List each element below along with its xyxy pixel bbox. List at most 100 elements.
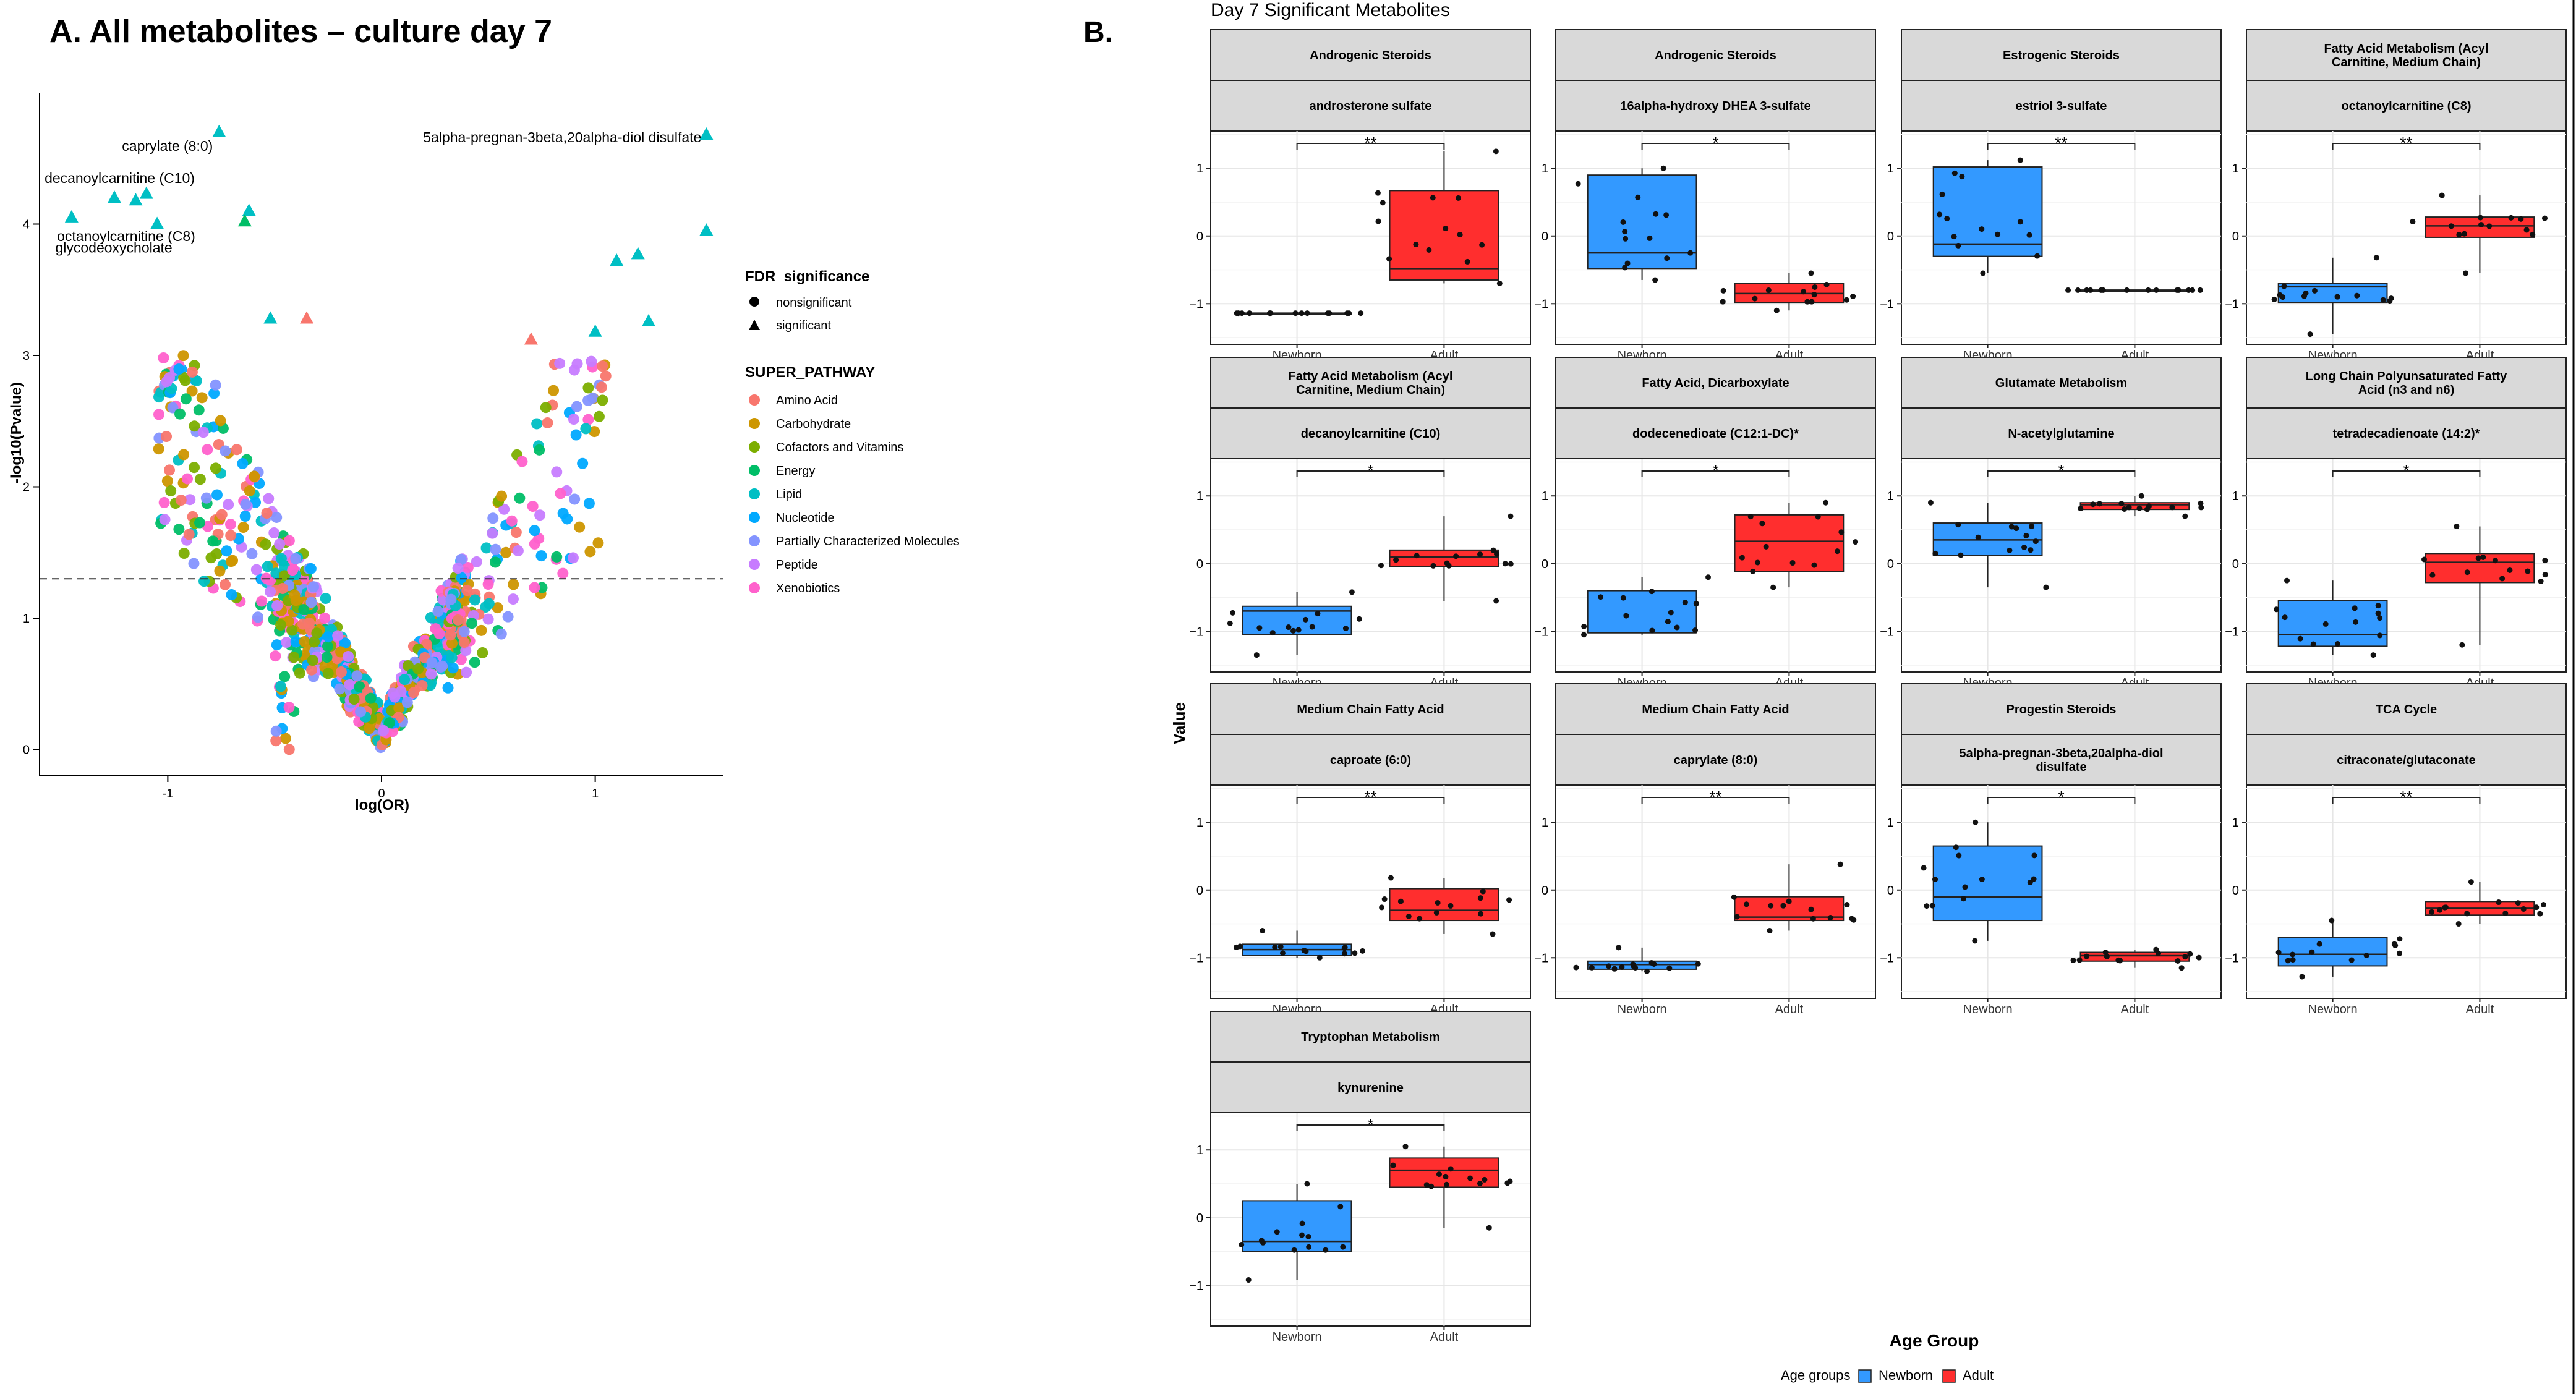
jitter-point <box>1247 310 1253 317</box>
nonsignificant-point <box>529 525 540 537</box>
jitter-point <box>1464 258 1470 265</box>
metabolite-label: citraconate/glutaconate <box>2337 754 2476 767</box>
jitter-point <box>1436 1171 1442 1178</box>
jitter-point <box>2083 953 2089 959</box>
point-label: caprylate (8:0) <box>122 138 213 154</box>
box <box>1932 845 2043 922</box>
jitter-point <box>1227 620 1233 626</box>
nonsignificant-point <box>226 589 237 601</box>
nonsignificant-point <box>249 470 260 482</box>
jitter-point <box>1393 557 1399 563</box>
jitter-point <box>2174 287 2180 293</box>
significant-point <box>300 311 314 324</box>
facet-panel: Androgenic Steroids androsterone sulfate −… <box>1189 29 1531 362</box>
jitter-point <box>1773 307 1780 313</box>
jitter-point <box>2309 949 2315 955</box>
metabolite-label: caprylate (8:0) <box>1674 754 1758 767</box>
panel-b-label: B. <box>1083 16 1113 49</box>
box <box>1932 166 2043 257</box>
jitter-point <box>2138 493 2144 499</box>
nonsignificant-point <box>574 521 586 533</box>
jitter-point <box>2334 641 2340 647</box>
nonsignificant-point <box>177 350 189 362</box>
volcano-plot: -1 0 1 0 1 2 3 4 caprylate (8:0) 5alpha-pregnan-… <box>8 93 723 814</box>
y-tick-label: 0 <box>2232 884 2239 898</box>
jitter-point <box>2477 215 2483 221</box>
nonsignificant-point <box>173 363 185 375</box>
pathway-label: TCA Cycle <box>2376 703 2437 716</box>
metabolite-label: N-acetylglutamine <box>2008 427 2114 441</box>
jitter-point <box>1823 281 1830 287</box>
jitter-point <box>1477 551 1483 558</box>
metabolite-strip <box>1210 407 1531 459</box>
legend-newborn-swatch <box>1858 1369 1872 1383</box>
jitter-point <box>1375 218 1381 224</box>
jitter-point <box>2377 632 2383 639</box>
nonsignificant-point <box>221 545 232 557</box>
nonsignificant-point <box>435 661 446 673</box>
jitter-point <box>2088 287 2094 293</box>
metabolite-strip <box>1555 407 1876 459</box>
nonsignificant-point <box>399 674 411 686</box>
metabolite-strip <box>2246 80 2567 132</box>
nonsignificant-point <box>401 697 413 708</box>
y-tick-label: 1 <box>1196 490 1203 503</box>
nonsignificant-point <box>225 556 237 567</box>
jitter-point <box>1380 200 1386 206</box>
jitter-point <box>1269 630 1276 636</box>
jitter-point <box>2520 906 2527 912</box>
jitter-point <box>1660 165 1666 171</box>
nonsignificant-point <box>540 402 552 414</box>
nonsignificant-point <box>244 485 255 497</box>
jitter-point <box>1959 174 1965 180</box>
pathway-strip <box>1901 683 2222 735</box>
significant-point <box>588 324 602 337</box>
nonsignificant-point <box>461 666 472 678</box>
jitter-point <box>1768 903 1774 909</box>
nonsignificant-point <box>452 614 464 626</box>
facet-plot-area <box>1210 1112 1531 1327</box>
significant-point <box>139 186 153 199</box>
box <box>1587 590 1697 634</box>
significance-bracket <box>1987 143 2136 150</box>
significance-bracket <box>1296 143 1445 150</box>
y-tick-label: 1 <box>1542 490 1548 503</box>
significance-bracket <box>2332 797 2481 804</box>
jitter-point <box>2448 223 2454 229</box>
nonsignificant-point <box>279 671 291 682</box>
volcano-ticks: -1 0 1 0 1 2 3 4 <box>23 218 599 801</box>
jitter-point <box>1623 613 1629 619</box>
nonsignificant-point <box>281 637 292 648</box>
significance-stars: * <box>1712 134 1718 152</box>
pathway-label: Progestin Steroids <box>2007 703 2117 716</box>
jitter-point <box>1682 600 1688 606</box>
jitter-point <box>2492 558 2498 564</box>
nonsignificant-point <box>455 553 467 565</box>
jitter-point <box>2380 297 2386 303</box>
volcano-legend: FDR_significance nonsignificant signific… <box>745 268 960 595</box>
nonsignificant-point <box>305 563 317 574</box>
jitter-point <box>1648 959 1655 966</box>
significance-stars: * <box>1367 1115 1373 1134</box>
nonsignificant-point <box>548 385 560 396</box>
jitter-point <box>2178 965 2185 971</box>
jitter-point <box>1647 235 1653 241</box>
jitter-point <box>1652 277 1658 283</box>
jitter-point <box>2282 614 2288 621</box>
jitter-point <box>2008 524 2015 530</box>
jitter-point <box>2274 606 2280 613</box>
jitter-point <box>1239 310 1245 317</box>
point-label: 5alpha-pregnan-3beta,20alpha-diol disulf… <box>423 129 701 145</box>
jitter-point <box>1290 627 1296 634</box>
jitter-point <box>2348 957 2355 963</box>
y-tick-label: 1 <box>2232 162 2239 176</box>
nonsignificant-point <box>290 553 302 564</box>
jitter-point <box>2197 287 2203 293</box>
y-tick-label: 3 <box>23 349 30 363</box>
jitter-point <box>1301 948 1307 954</box>
jitter-point <box>1253 652 1260 658</box>
nonsignificant-point <box>268 527 280 538</box>
legend-pathway-swatch <box>749 535 760 546</box>
jitter-point <box>1693 601 1699 607</box>
